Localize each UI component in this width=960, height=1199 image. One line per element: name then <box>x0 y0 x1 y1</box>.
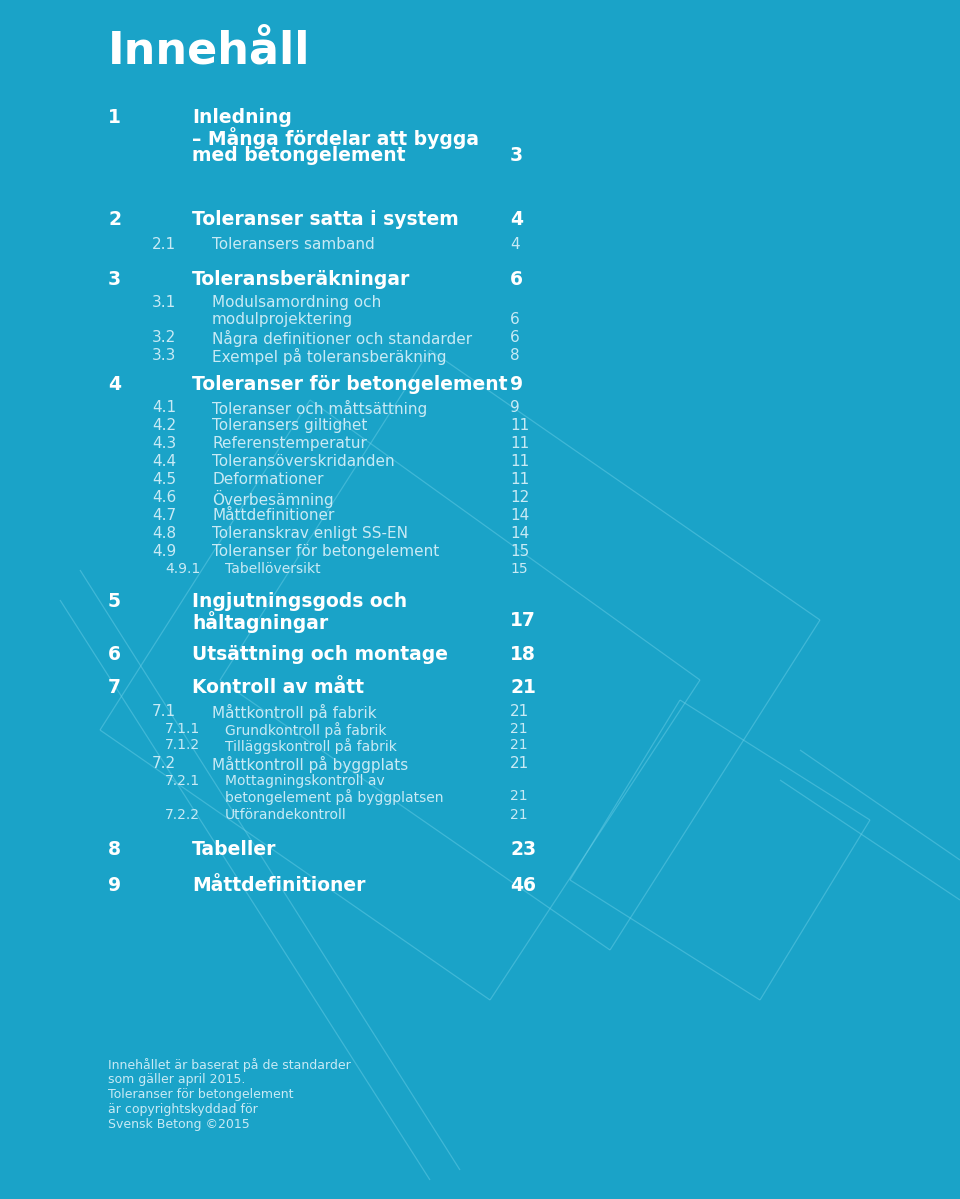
Text: 7: 7 <box>108 677 121 697</box>
Text: Referenstemperatur: Referenstemperatur <box>212 436 367 451</box>
Text: 23: 23 <box>510 840 536 858</box>
Text: 15: 15 <box>510 562 528 576</box>
Text: 7.1: 7.1 <box>152 704 176 719</box>
Text: Kontroll av mått: Kontroll av mått <box>192 677 364 697</box>
Text: 8: 8 <box>510 348 519 363</box>
Text: Grundkontroll på fabrik: Grundkontroll på fabrik <box>225 722 387 737</box>
Text: 3: 3 <box>510 146 523 165</box>
Text: Toleranser satta i system: Toleranser satta i system <box>192 210 459 229</box>
Text: 3: 3 <box>108 270 121 289</box>
Text: Utförandekontroll: Utförandekontroll <box>225 808 347 823</box>
Text: Toleranser för betongelement: Toleranser för betongelement <box>212 544 440 559</box>
Text: betongelement på byggplatsen: betongelement på byggplatsen <box>225 789 444 805</box>
Text: Mottagningskontroll av: Mottagningskontroll av <box>225 775 385 788</box>
Text: 8: 8 <box>108 840 121 858</box>
Text: 2.1: 2.1 <box>152 237 176 252</box>
Text: 21: 21 <box>510 677 536 697</box>
Text: 4.8: 4.8 <box>152 526 176 541</box>
Text: 11: 11 <box>510 436 529 451</box>
Text: 21: 21 <box>510 789 528 803</box>
Text: 4.9: 4.9 <box>152 544 177 559</box>
Text: Toleransöverskridanden: Toleransöverskridanden <box>212 454 395 469</box>
Text: Överbesämning: Överbesämning <box>212 490 334 508</box>
Text: Modulsamordning och: Modulsamordning och <box>212 295 381 311</box>
Text: 4.6: 4.6 <box>152 490 177 505</box>
Text: 14: 14 <box>510 526 529 541</box>
Text: Tabeller: Tabeller <box>192 840 276 858</box>
Text: 4: 4 <box>510 210 523 229</box>
Text: Toleranskrav enligt SS-EN: Toleranskrav enligt SS-EN <box>212 526 408 541</box>
Text: Exempel på toleransberäkning: Exempel på toleransberäkning <box>212 348 446 364</box>
Text: håltagningar: håltagningar <box>192 611 328 633</box>
Text: Inledning: Inledning <box>192 108 292 127</box>
Text: Några definitioner och standarder: Några definitioner och standarder <box>212 330 472 347</box>
Text: Toleransers giltighet: Toleransers giltighet <box>212 418 368 433</box>
Text: 4.5: 4.5 <box>152 472 176 487</box>
Text: 11: 11 <box>510 418 529 433</box>
Text: 3.3: 3.3 <box>152 348 177 363</box>
Text: som gäller april 2015.: som gäller april 2015. <box>108 1073 246 1086</box>
Text: Ingjutningsgods och: Ingjutningsgods och <box>192 592 407 611</box>
Text: 5: 5 <box>108 592 121 611</box>
Text: 7.2.1: 7.2.1 <box>165 775 200 788</box>
Text: 4.2: 4.2 <box>152 418 176 433</box>
Text: Måttkontroll på fabrik: Måttkontroll på fabrik <box>212 704 376 721</box>
Text: modulprojektering: modulprojektering <box>212 312 353 327</box>
Text: 11: 11 <box>510 454 529 469</box>
Text: är copyrightskyddad för: är copyrightskyddad för <box>108 1103 257 1116</box>
Text: 9: 9 <box>510 400 519 415</box>
Text: 6: 6 <box>510 330 519 345</box>
Text: 4.1: 4.1 <box>152 400 176 415</box>
Text: Måttkontroll på byggplats: Måttkontroll på byggplats <box>212 757 408 773</box>
Text: 12: 12 <box>510 490 529 505</box>
Text: Innehållet är baserat på de standarder: Innehållet är baserat på de standarder <box>108 1058 350 1072</box>
Text: 6: 6 <box>108 645 121 664</box>
Text: 4.4: 4.4 <box>152 454 176 469</box>
Text: Toleranser för betongelement: Toleranser för betongelement <box>108 1087 294 1101</box>
Text: Toleranser för betongelement: Toleranser för betongelement <box>192 375 508 394</box>
Text: 7.1.2: 7.1.2 <box>165 739 200 752</box>
Text: med betongelement: med betongelement <box>192 146 405 165</box>
Text: 4: 4 <box>108 375 121 394</box>
Text: – Många fördelar att bygga: – Många fördelar att bygga <box>192 127 479 149</box>
Text: 4.3: 4.3 <box>152 436 177 451</box>
Text: 9: 9 <box>510 375 523 394</box>
Text: 3.2: 3.2 <box>152 330 177 345</box>
Text: Toleransberäkningar: Toleransberäkningar <box>192 270 410 289</box>
Text: Innehåll: Innehåll <box>108 30 310 73</box>
Text: 46: 46 <box>510 876 536 894</box>
Text: Svensk Betong ©2015: Svensk Betong ©2015 <box>108 1117 250 1131</box>
Text: 7.1.1: 7.1.1 <box>165 722 201 736</box>
Text: Måttdefinitioner: Måttdefinitioner <box>212 508 334 523</box>
Text: Tabellöversikt: Tabellöversikt <box>225 562 321 576</box>
Text: 21: 21 <box>510 739 528 752</box>
Text: 9: 9 <box>108 876 121 894</box>
Text: 11: 11 <box>510 472 529 487</box>
Text: Tilläggskontroll på fabrik: Tilläggskontroll på fabrik <box>225 739 396 754</box>
Text: 2: 2 <box>108 210 121 229</box>
Text: 15: 15 <box>510 544 529 559</box>
Text: Toleranser och måttsättning: Toleranser och måttsättning <box>212 400 427 417</box>
Text: 21: 21 <box>510 722 528 736</box>
Text: 7.2.2: 7.2.2 <box>165 808 200 823</box>
Text: 21: 21 <box>510 808 528 823</box>
Text: 6: 6 <box>510 312 519 327</box>
Text: Måttdefinitioner: Måttdefinitioner <box>192 876 366 894</box>
Text: Toleransers samband: Toleransers samband <box>212 237 374 252</box>
Text: 18: 18 <box>510 645 536 664</box>
Text: Deformationer: Deformationer <box>212 472 324 487</box>
Text: 4: 4 <box>510 237 519 252</box>
Text: 21: 21 <box>510 757 529 771</box>
Text: 1: 1 <box>108 108 121 127</box>
Text: 3.1: 3.1 <box>152 295 177 311</box>
Text: 4.7: 4.7 <box>152 508 176 523</box>
Text: 17: 17 <box>510 611 536 629</box>
Text: 21: 21 <box>510 704 529 719</box>
Text: 7.2: 7.2 <box>152 757 176 771</box>
Text: 4.9.1: 4.9.1 <box>165 562 201 576</box>
Text: Utsättning och montage: Utsättning och montage <box>192 645 448 664</box>
Text: 6: 6 <box>510 270 523 289</box>
Text: 14: 14 <box>510 508 529 523</box>
